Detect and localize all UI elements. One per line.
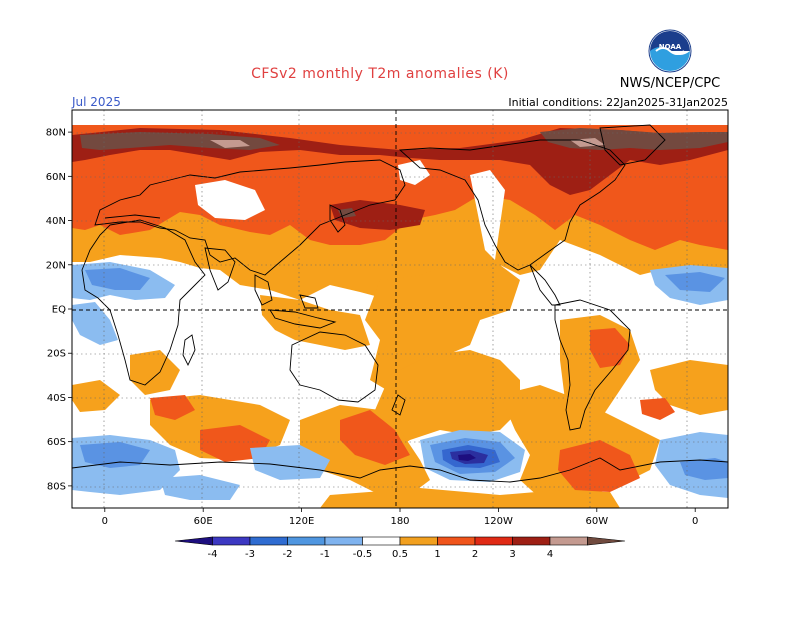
anomaly-redorange-right-south: [640, 398, 675, 420]
anomaly-brown-npacific: [338, 208, 356, 218]
anomaly-orange-indo: [260, 295, 370, 350]
lat-tick-label: 40N: [46, 216, 66, 227]
anomaly-white-ne-pacific: [470, 170, 505, 260]
anomaly-tan-arctic-1: [210, 140, 250, 148]
anomaly-midblue-so-right: [680, 458, 728, 480]
lat-tick-label: 60S: [47, 437, 66, 448]
anomaly-darkred-npacific: [330, 200, 425, 230]
lat-tick-label: 20S: [47, 349, 66, 360]
colorbar-tick-label: 2: [472, 549, 478, 560]
colorbar-tick-label: 0.5: [392, 549, 408, 560]
valid-month: Jul 2025: [72, 95, 121, 109]
colorbar-swatch: [249, 536, 288, 546]
graticule: [72, 110, 728, 508]
colorbar-swatch: [437, 536, 476, 546]
colorbar-swatch: [587, 536, 626, 546]
colorbar-swatch: [212, 536, 251, 546]
anomaly-redorange-s-pacific: [340, 410, 410, 465]
colorbar-swatch: [174, 536, 213, 546]
lon-tick-label: 60W: [585, 516, 608, 527]
anomaly-lightblue-so-mid: [250, 445, 330, 480]
lat-tick-label: 40S: [47, 393, 66, 404]
lat-tick-label: 80N: [46, 128, 66, 139]
lat-tick-label: EQ: [52, 305, 66, 316]
colorbar-tick-label: -0.5: [353, 549, 373, 560]
anomaly-deepblue-so-pacific: [458, 454, 476, 461]
colorbar-swatch: [287, 536, 326, 546]
anomaly-redorange-s-america: [590, 328, 630, 368]
lat-axis: 80N 60N 40N 20N EQ 20S 40S 60S 80S: [46, 128, 72, 492]
anomaly-orange-right-atlantic: [650, 360, 728, 415]
agency-label: NWS/NCEP/CPC: [619, 76, 721, 91]
colorbar-swatch: [362, 536, 401, 546]
anomaly-midblue-atlantic-eq: [85, 268, 150, 290]
lon-axis: 0 60E 120E 180 120W 60W 0: [102, 508, 698, 527]
colorbar-swatch: [474, 536, 513, 546]
lon-tick-label: 0: [692, 516, 698, 527]
lon-tick-label: 0: [102, 516, 108, 527]
anomaly-orange-pacific: [365, 260, 520, 395]
lat-tick-label: 20N: [46, 260, 66, 271]
figure-title: CFSv2 monthly T2m anomalies (K): [251, 66, 509, 82]
colorbar-tick-label: 3: [509, 549, 515, 560]
colorbar: -4 -3 -2 -1 -0.5 0.5 1 2 3 4: [174, 536, 626, 560]
colorbar-tick-label: -3: [245, 549, 255, 560]
anomaly-white-bering: [398, 160, 430, 185]
anomaly-orange-se-atlantic: [72, 380, 120, 412]
anomaly-midblue-right-eq: [665, 272, 725, 292]
anomaly-lightblue-indian-eq: [72, 302, 118, 345]
lon-tick-label: 120W: [484, 516, 513, 527]
colorbar-tick-label: -1: [320, 549, 330, 560]
colorbar-tick-label: 4: [547, 549, 553, 560]
noaa-logo: NOAA: [648, 29, 692, 73]
lat-tick-label: 80S: [47, 481, 66, 492]
colorbar-tick-label: 1: [434, 549, 440, 560]
anomaly-lightblue-antarctic: [160, 475, 240, 500]
colorbar-swatch: [512, 536, 551, 546]
anomaly-redorange-antarctic-pen: [558, 440, 640, 492]
svg-text:NOAA: NOAA: [659, 43, 682, 51]
anomaly-midblue-so-left: [80, 442, 150, 468]
anomaly-redorange-left-south: [150, 395, 195, 420]
lon-tick-label: 180: [390, 516, 409, 527]
reference-lines: [72, 110, 728, 508]
colorbar-swatch: [399, 536, 438, 546]
colorbar-tick-label: -4: [208, 549, 218, 560]
lon-tick-label: 120E: [289, 516, 314, 527]
anomaly-orange-south-pacific: [375, 350, 520, 450]
anomaly-orange-bottom-band: [320, 488, 620, 508]
initial-conditions: Initial conditions: 22Jan2025-31Jan2025: [508, 96, 728, 109]
lat-tick-label: 60N: [46, 172, 66, 183]
anomaly-white-asia: [195, 180, 265, 220]
lon-tick-label: 60E: [194, 516, 213, 527]
colorbar-swatch: [324, 536, 363, 546]
colorbar-tick-label: -2: [283, 549, 293, 560]
anomaly-shading: [72, 125, 728, 508]
coastlines: [72, 124, 728, 483]
colorbar-swatch: [549, 536, 588, 546]
